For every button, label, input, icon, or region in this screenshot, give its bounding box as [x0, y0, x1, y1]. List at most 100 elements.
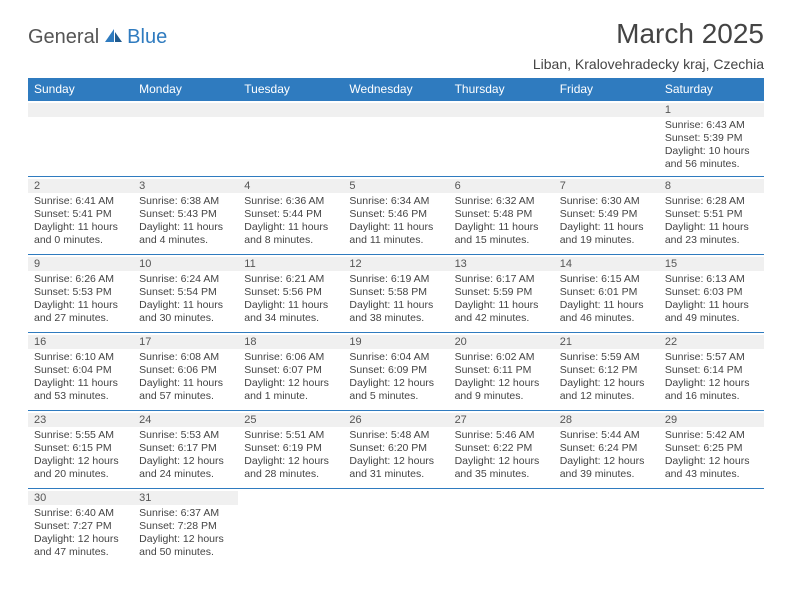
daylight-text: Daylight: 10 hours and 56 minutes.: [665, 145, 758, 171]
location: Liban, Kralovehradecky kraj, Czechia: [533, 56, 764, 72]
calendar-table: Sunday Monday Tuesday Wednesday Thursday…: [28, 78, 764, 566]
day-number: 28: [554, 413, 659, 427]
daylight-text: Daylight: 11 hours and 0 minutes.: [34, 221, 127, 247]
day-number: 31: [133, 491, 238, 505]
calendar-cell: [659, 488, 764, 566]
sunrise-text: Sunrise: 5:42 AM: [665, 429, 758, 442]
day-number: 16: [28, 335, 133, 349]
daylight-text: Daylight: 12 hours and 31 minutes.: [349, 455, 442, 481]
sunrise-text: Sunrise: 5:53 AM: [139, 429, 232, 442]
calendar-cell: 15Sunrise: 6:13 AMSunset: 6:03 PMDayligh…: [659, 254, 764, 332]
sunrise-text: Sunrise: 5:51 AM: [244, 429, 337, 442]
daylight-text: Daylight: 12 hours and 35 minutes.: [455, 455, 548, 481]
daylight-text: Daylight: 11 hours and 15 minutes.: [455, 221, 548, 247]
day-number-empty: [343, 103, 448, 117]
day-number: 14: [554, 257, 659, 271]
sunrise-text: Sunrise: 6:21 AM: [244, 273, 337, 286]
sunset-text: Sunset: 5:46 PM: [349, 208, 442, 221]
day-number: 13: [449, 257, 554, 271]
day-number: 1: [659, 103, 764, 117]
sunset-text: Sunset: 6:22 PM: [455, 442, 548, 455]
day-number: 15: [659, 257, 764, 271]
daylight-text: Daylight: 12 hours and 47 minutes.: [34, 533, 127, 559]
sunrise-text: Sunrise: 6:40 AM: [34, 507, 127, 520]
day-number: 4: [238, 179, 343, 193]
sunset-text: Sunset: 6:25 PM: [665, 442, 758, 455]
sunset-text: Sunset: 6:17 PM: [139, 442, 232, 455]
calendar-cell: 28Sunrise: 5:44 AMSunset: 6:24 PMDayligh…: [554, 410, 659, 488]
page-title: March 2025: [533, 18, 764, 50]
sunrise-text: Sunrise: 6:08 AM: [139, 351, 232, 364]
logo: General Blue: [28, 26, 167, 49]
calendar-cell: 10Sunrise: 6:24 AMSunset: 5:54 PMDayligh…: [133, 254, 238, 332]
sunrise-text: Sunrise: 6:15 AM: [560, 273, 653, 286]
calendar-cell: 27Sunrise: 5:46 AMSunset: 6:22 PMDayligh…: [449, 410, 554, 488]
sunrise-text: Sunrise: 6:32 AM: [455, 195, 548, 208]
calendar-cell: 6Sunrise: 6:32 AMSunset: 5:48 PMDaylight…: [449, 176, 554, 254]
calendar-row: 23Sunrise: 5:55 AMSunset: 6:15 PMDayligh…: [28, 410, 764, 488]
daylight-text: Daylight: 11 hours and 49 minutes.: [665, 299, 758, 325]
sunset-text: Sunset: 5:58 PM: [349, 286, 442, 299]
calendar-row: 1Sunrise: 6:43 AMSunset: 5:39 PMDaylight…: [28, 101, 764, 177]
day-number-empty: [28, 103, 133, 117]
calendar-cell: [238, 101, 343, 177]
day-number: 25: [238, 413, 343, 427]
daylight-text: Daylight: 12 hours and 50 minutes.: [139, 533, 232, 559]
sunset-text: Sunset: 7:28 PM: [139, 520, 232, 533]
sunset-text: Sunset: 6:15 PM: [34, 442, 127, 455]
calendar-cell: 8Sunrise: 6:28 AMSunset: 5:51 PMDaylight…: [659, 176, 764, 254]
calendar-cell: 9Sunrise: 6:26 AMSunset: 5:53 PMDaylight…: [28, 254, 133, 332]
calendar-cell: 29Sunrise: 5:42 AMSunset: 6:25 PMDayligh…: [659, 410, 764, 488]
sunset-text: Sunset: 6:14 PM: [665, 364, 758, 377]
day-number: 7: [554, 179, 659, 193]
daylight-text: Daylight: 11 hours and 38 minutes.: [349, 299, 442, 325]
daylight-text: Daylight: 12 hours and 28 minutes.: [244, 455, 337, 481]
daylight-text: Daylight: 12 hours and 24 minutes.: [139, 455, 232, 481]
calendar-cell: [343, 488, 448, 566]
title-block: March 2025 Liban, Kralovehradecky kraj, …: [533, 18, 764, 72]
day-number: 20: [449, 335, 554, 349]
day-number: 26: [343, 413, 448, 427]
calendar-cell: 26Sunrise: 5:48 AMSunset: 6:20 PMDayligh…: [343, 410, 448, 488]
sunrise-text: Sunrise: 6:37 AM: [139, 507, 232, 520]
sunrise-text: Sunrise: 5:48 AM: [349, 429, 442, 442]
day-number: 6: [449, 179, 554, 193]
calendar-row: 9Sunrise: 6:26 AMSunset: 5:53 PMDaylight…: [28, 254, 764, 332]
sunrise-text: Sunrise: 5:57 AM: [665, 351, 758, 364]
sunset-text: Sunset: 6:04 PM: [34, 364, 127, 377]
weekday-header: Thursday: [449, 78, 554, 101]
sunset-text: Sunset: 6:06 PM: [139, 364, 232, 377]
weekday-header: Monday: [133, 78, 238, 101]
weekday-header: Friday: [554, 78, 659, 101]
daylight-text: Daylight: 11 hours and 8 minutes.: [244, 221, 337, 247]
daylight-text: Daylight: 11 hours and 27 minutes.: [34, 299, 127, 325]
calendar-cell: [28, 101, 133, 177]
calendar-cell: 13Sunrise: 6:17 AMSunset: 5:59 PMDayligh…: [449, 254, 554, 332]
calendar-row: 30Sunrise: 6:40 AMSunset: 7:27 PMDayligh…: [28, 488, 764, 566]
weekday-header: Tuesday: [238, 78, 343, 101]
daylight-text: Daylight: 12 hours and 12 minutes.: [560, 377, 653, 403]
calendar-cell: [343, 101, 448, 177]
calendar-cell: 1Sunrise: 6:43 AMSunset: 5:39 PMDaylight…: [659, 101, 764, 177]
sunrise-text: Sunrise: 6:30 AM: [560, 195, 653, 208]
daylight-text: Daylight: 11 hours and 34 minutes.: [244, 299, 337, 325]
calendar-cell: 22Sunrise: 5:57 AMSunset: 6:14 PMDayligh…: [659, 332, 764, 410]
logo-sail-icon: [103, 27, 125, 48]
sunset-text: Sunset: 6:12 PM: [560, 364, 653, 377]
sunrise-text: Sunrise: 6:17 AM: [455, 273, 548, 286]
calendar-cell: [449, 101, 554, 177]
day-number: 22: [659, 335, 764, 349]
day-number: 3: [133, 179, 238, 193]
day-number: 30: [28, 491, 133, 505]
sunset-text: Sunset: 5:59 PM: [455, 286, 548, 299]
sunrise-text: Sunrise: 6:24 AM: [139, 273, 232, 286]
sunrise-text: Sunrise: 6:38 AM: [139, 195, 232, 208]
calendar-cell: 2Sunrise: 6:41 AMSunset: 5:41 PMDaylight…: [28, 176, 133, 254]
header: General Blue March 2025 Liban, Kralovehr…: [28, 18, 764, 72]
sunrise-text: Sunrise: 6:43 AM: [665, 119, 758, 132]
calendar-cell: 24Sunrise: 5:53 AMSunset: 6:17 PMDayligh…: [133, 410, 238, 488]
daylight-text: Daylight: 11 hours and 46 minutes.: [560, 299, 653, 325]
daylight-text: Daylight: 11 hours and 19 minutes.: [560, 221, 653, 247]
calendar-cell: 11Sunrise: 6:21 AMSunset: 5:56 PMDayligh…: [238, 254, 343, 332]
daylight-text: Daylight: 11 hours and 11 minutes.: [349, 221, 442, 247]
